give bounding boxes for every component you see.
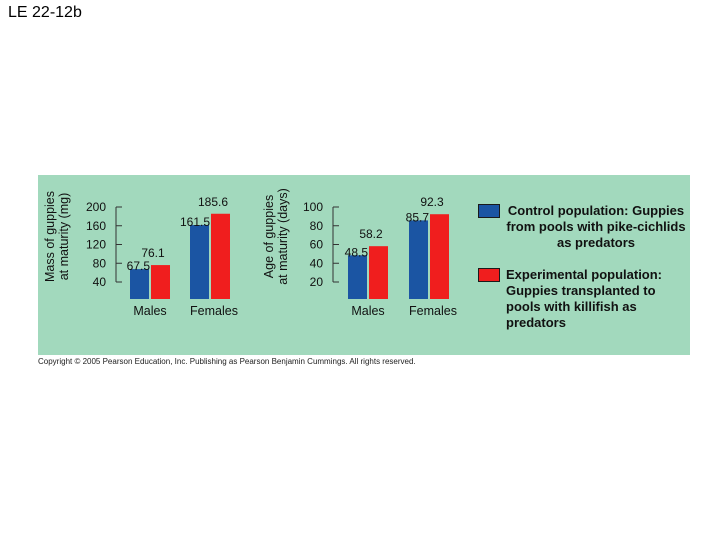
chart1-y-tick-label: 120 (86, 238, 106, 252)
chart2-data-label-control-females: 85.7 (406, 210, 430, 224)
legend-experimental-label: Experimental population: Guppies transpl… (506, 267, 663, 330)
chart1-data-label-experimental-males: 76.1 (141, 246, 165, 260)
chart2-category-label-males: Males (351, 304, 384, 318)
chart2-y-tick-label: 100 (303, 200, 323, 214)
legend-control: Control population: Guppies from pools w… (478, 203, 686, 251)
chart2-bar-experimental-males (369, 246, 388, 299)
chart2-data-label-experimental-females: 92.3 (420, 195, 444, 209)
chart2-y-tick-label: 80 (310, 219, 324, 233)
chart2-y-tick-label: 20 (310, 275, 324, 289)
chart2-bar-control-males (348, 255, 367, 299)
chart1-y-title-line: at maturity (mg) (57, 193, 71, 281)
slide-title: LE 22-12b (8, 4, 82, 21)
chart1-y-tick-label: 160 (86, 219, 106, 233)
chart1-bar-control-females (190, 225, 209, 299)
chart1-data-label-control-males: 67.5 (127, 259, 151, 273)
chart2-y-tick-label: 60 (310, 238, 324, 252)
chart2-y-title-line: at maturity (days) (276, 188, 290, 285)
chart2-bar-control-females (409, 220, 428, 299)
legend-experimental-swatch (478, 268, 500, 282)
chart1-y-title-line: Mass of guppies (43, 191, 57, 282)
legend-control-label: Control population: Guppies from pools w… (506, 203, 686, 250)
chart2-bar-experimental-females (430, 214, 449, 299)
chart2-y-tick-label: 40 (310, 256, 324, 270)
chart2-data-label-control-males: 48.5 (345, 245, 369, 259)
chart1-category-label-females: Females (190, 304, 238, 318)
chart1-data-label-experimental-females: 185.6 (198, 195, 228, 209)
chart1-y-tick-label: 40 (93, 275, 107, 289)
legend-experimental: Experimental population: Guppies transpl… (478, 267, 686, 331)
chart1-y-tick-label: 200 (86, 200, 106, 214)
legend-control-swatch (478, 204, 500, 218)
chart2-y-title-line: Age of guppies (262, 195, 276, 278)
chart1-bar-experimental-males (151, 265, 170, 299)
chart1-category-label-males: Males (133, 304, 166, 318)
copyright-notice: Copyright © 2005 Pearson Education, Inc.… (38, 355, 690, 369)
chart2-category-label-females: Females (409, 304, 457, 318)
chart1-bar-experimental-females (211, 213, 230, 299)
chart1-bar-control-males (130, 269, 149, 299)
chart2-data-label-experimental-males: 58.2 (359, 227, 383, 241)
chart1-y-tick-label: 80 (93, 256, 107, 270)
chart1-data-label-control-females: 161.5 (180, 215, 210, 229)
